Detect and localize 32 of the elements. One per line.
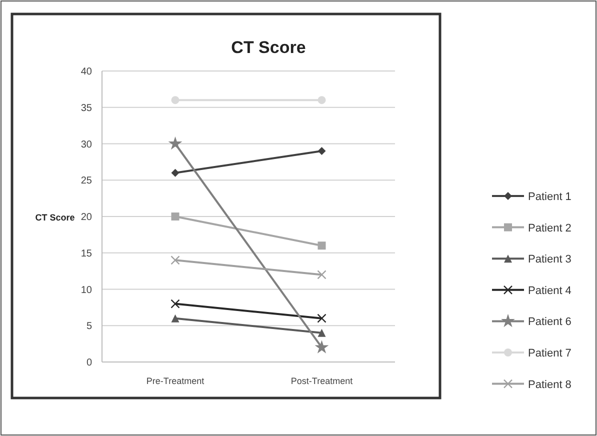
legend-label: Patient 1 [528, 191, 572, 203]
chart-title: CT Score [231, 38, 306, 57]
x-tick-label: Post-Treatment [290, 376, 354, 386]
point [314, 340, 329, 354]
y-tick-label: 15 [80, 248, 92, 260]
point [318, 147, 326, 156]
point [171, 96, 180, 104]
point [168, 136, 182, 150]
y-tick-label: 40 [80, 66, 92, 78]
y-tick-label: 0 [86, 358, 92, 368]
y-tick-label: 20 [80, 212, 92, 223]
point [318, 242, 326, 250]
point [170, 299, 180, 308]
y-tick-label: 30 [80, 139, 92, 150]
point [171, 168, 180, 177]
x-tick-label: Pre-Treatment [146, 376, 205, 386]
point [170, 256, 180, 265]
legend-label: Patient 8 [528, 378, 572, 391]
y-tick-label: 25 [80, 176, 92, 187]
y-axis-title: CT Score [35, 212, 75, 222]
y-tick-label: 35 [80, 102, 92, 114]
point [318, 96, 326, 104]
legend-label: Patient 7 [528, 348, 572, 360]
y-tick-label: 5 [86, 321, 92, 332]
point [171, 212, 180, 220]
y-tick-label: 10 [80, 284, 92, 296]
legend-label: Patient 4 [528, 284, 572, 297]
legend-label: Patient 3 [528, 254, 572, 266]
legend-label: Patient 2 [528, 222, 572, 234]
point [317, 314, 326, 323]
legend-label: Patient 6 [528, 316, 572, 328]
point [317, 270, 326, 280]
